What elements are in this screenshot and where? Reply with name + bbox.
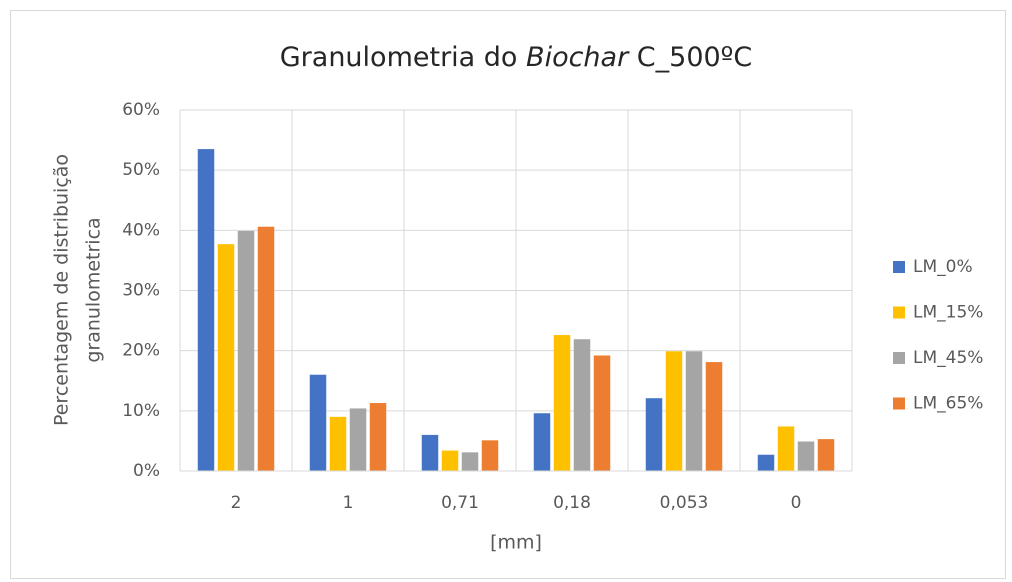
- bar: [349, 408, 367, 471]
- bar: [797, 441, 815, 471]
- y-tick-label: 30%: [122, 281, 160, 301]
- legend-swatch: [893, 306, 905, 319]
- title-part: Biochar: [526, 42, 630, 73]
- bar: [461, 452, 479, 471]
- chart-border: [10, 10, 1006, 579]
- chart-title: Granulometria do Biochar C_500ºC: [280, 42, 753, 73]
- bar: [817, 439, 835, 471]
- x-tick-label: 0,71: [441, 493, 479, 513]
- y-tick-label: 50%: [122, 160, 160, 180]
- y-tick-label: 10%: [122, 401, 160, 421]
- bar: [593, 355, 611, 471]
- x-tick-label: 2: [231, 493, 242, 513]
- title-part: Granulometria do: [280, 42, 526, 73]
- y-axis-title-line: granulometrica: [83, 217, 105, 362]
- y-axis-title-line: Percentagem de distribuição: [51, 154, 73, 426]
- x-tick-label: 0,053: [660, 493, 709, 513]
- legend-label: LM_15%: [913, 303, 983, 323]
- bar: [705, 362, 723, 471]
- y-axis-title: Percentagem de distribuição granulometri…: [51, 154, 105, 426]
- x-tick-label: 1: [343, 493, 354, 513]
- bar: [481, 440, 499, 471]
- title-part: C_500ºC: [628, 42, 752, 73]
- legend-label: LM_45%: [913, 348, 983, 368]
- legend-swatch: [893, 261, 905, 273]
- y-tick-label: 60%: [122, 100, 160, 120]
- legend-swatch: [893, 352, 905, 364]
- bar: [257, 226, 275, 471]
- y-tick-label: 40%: [122, 220, 160, 240]
- bar: [665, 351, 683, 471]
- legend-label: LM_0%: [913, 257, 973, 277]
- bar: [645, 398, 663, 471]
- bar: [757, 454, 775, 471]
- bar: [533, 413, 551, 471]
- bar: [777, 426, 795, 471]
- x-tick-label: 0,18: [553, 493, 591, 513]
- bar: [421, 434, 439, 471]
- y-tick-label: 20%: [122, 341, 160, 361]
- bar: [237, 230, 255, 471]
- bar: [441, 450, 459, 471]
- bar: [309, 374, 327, 471]
- legend-label: LM_65%: [913, 394, 983, 414]
- bar: [369, 403, 387, 471]
- bar: [553, 335, 571, 471]
- bar: [217, 244, 235, 471]
- y-tick-label: 0%: [133, 461, 160, 481]
- legend-swatch: [893, 397, 905, 410]
- x-tick-label: 0: [791, 493, 802, 513]
- bar: [197, 149, 215, 471]
- bar: [685, 351, 703, 471]
- x-axis-title: [mm]: [490, 532, 542, 554]
- bar: [329, 416, 347, 471]
- bar: [573, 339, 591, 471]
